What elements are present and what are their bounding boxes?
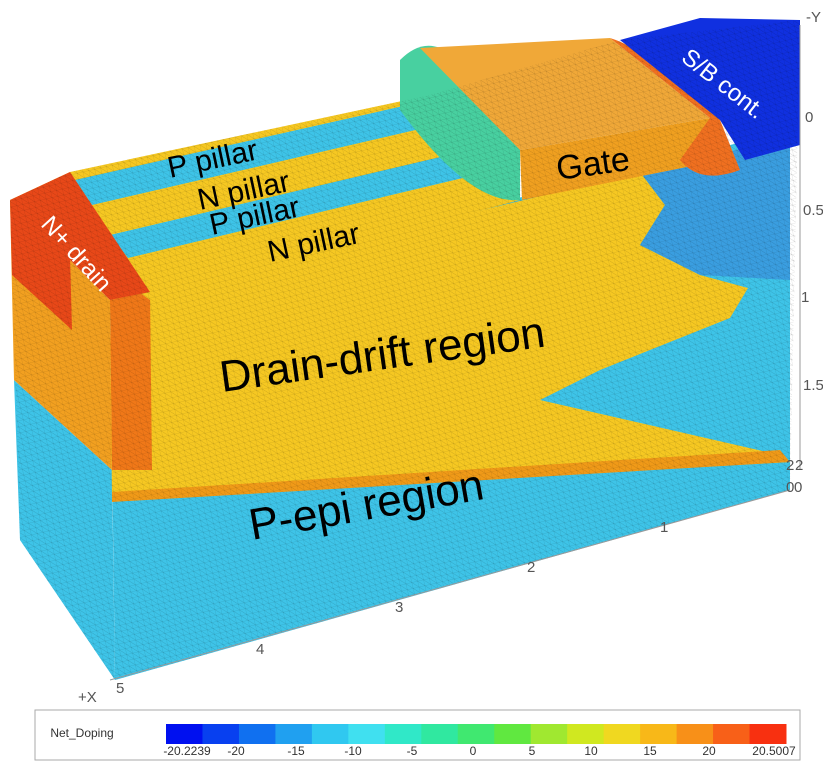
colorbar-swatch: [348, 724, 385, 744]
colorbar-tick: 20: [702, 744, 716, 758]
colorbar-swatch: [604, 724, 641, 744]
colorbar-tick: -5: [407, 744, 418, 758]
x-tick-label: 0: [794, 479, 802, 496]
colorbar-tick: 10: [584, 744, 598, 758]
colorbar-swatch: [385, 724, 422, 744]
colorbar-swatch: [166, 724, 203, 744]
y-tick-label: 1.5: [803, 377, 823, 394]
colorbar-swatch: [531, 724, 568, 744]
y-axis-title: -Y: [806, 9, 821, 26]
colorbar-swatch: [458, 724, 495, 744]
x-tick-label: 1: [660, 519, 668, 536]
colorbar-swatch: [567, 724, 604, 744]
device-figure: -Y 0 0.5 1 1.5 2 2 0 0 1 2 3 4 5 +X P pi…: [0, 0, 823, 765]
x-tick-label: 3: [395, 599, 403, 616]
colorbar-swatch: [640, 724, 677, 744]
y-tick-label: 0.5: [803, 202, 823, 219]
colorbar-tick: 5: [529, 744, 536, 758]
colorbar-tick: -20: [227, 744, 245, 758]
colorbar-tick: -15: [287, 744, 305, 758]
x-tick-label: 4: [256, 641, 264, 658]
colorbar-swatch: [202, 724, 239, 744]
colorbar-tick: 20.5007: [752, 744, 796, 758]
colorbar-tick: 15: [643, 744, 657, 758]
colorbar-swatch: [239, 724, 276, 744]
colorbar-tick: -20.2239: [163, 744, 211, 758]
x-tick-label: 2: [527, 559, 535, 576]
colorbar-swatch: [494, 724, 531, 744]
colorbar-swatch: [713, 724, 750, 744]
y-tick-label: 0: [805, 109, 813, 126]
colorbar-tick: -10: [344, 744, 362, 758]
colorbar-swatch: [750, 724, 787, 744]
colorbar-tick: 0: [470, 744, 477, 758]
x-tick-label: 5: [116, 680, 124, 697]
colorbar-swatch: [677, 724, 714, 744]
colorbar-swatch: [312, 724, 349, 744]
z-tick-label: 2: [786, 457, 794, 474]
colorbar-swatch: [275, 724, 312, 744]
colorbar: [166, 724, 787, 744]
y-tick-label: 2: [795, 457, 803, 474]
x-axis-title: +X: [78, 689, 97, 706]
colorbar-swatch: [421, 724, 458, 744]
colorbar-title: Net_Doping: [50, 726, 113, 740]
y-tick-label: 1: [801, 289, 809, 306]
